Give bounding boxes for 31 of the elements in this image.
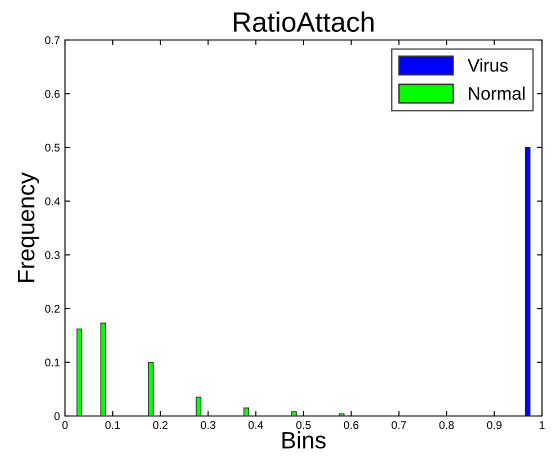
bar [243,408,250,416]
x-tick-label: 0 [62,421,68,430]
bar [76,328,82,416]
x-tick-label: 0.9 [487,421,502,430]
y-tick-label: 0.5 [45,144,60,152]
chart-title: RatioAttach [234,12,374,32]
y-tick-label: 0.7 [45,36,60,44]
bar [196,396,202,416]
x-tick-label: 0.5 [296,421,311,430]
x-tick-label: 0.8 [439,421,454,430]
x-tick-label: 1 [540,421,545,429]
x-tick-label: 0.3 [200,421,216,430]
bar [100,322,106,416]
bar [148,362,154,416]
y-tick-label: 0 [54,412,60,420]
bar [524,147,530,416]
y-axis-title: Frequency [18,172,40,282]
x-tick-label: 0.1 [105,421,120,430]
y-tick-label: 0.1 [45,358,60,366]
x-tick-label: 0.7 [392,421,406,430]
x-tick-label: 0.6 [344,421,358,430]
bar [291,411,297,416]
x-tick-label: 0.4 [248,421,264,430]
x-tick-label: 0.2 [153,421,168,430]
legend-label: Virus [468,58,508,72]
legend-label: Normal [469,86,525,100]
y-tick-label: 0.4 [45,197,60,206]
y-tick-label: 0.6 [45,90,60,98]
y-tick-label: 0.2 [45,304,60,313]
x-axis-title: Bins [282,431,326,449]
y-tick-label: 0.3 [45,251,60,259]
